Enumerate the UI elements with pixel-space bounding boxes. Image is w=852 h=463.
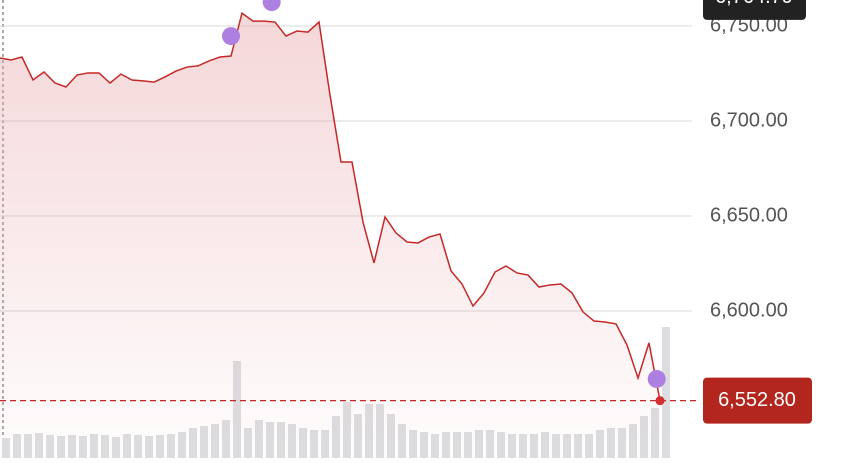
volume-bar bbox=[662, 327, 670, 458]
area bbox=[0, 13, 660, 459]
y-tick-label: 6,700.00 bbox=[710, 109, 788, 131]
last-point bbox=[655, 396, 665, 406]
high-price-label: 6,764.79 bbox=[715, 0, 793, 8]
event-marker bbox=[222, 27, 240, 46]
last-price-label: 6,552.80 bbox=[718, 389, 796, 411]
y-tick-label: 6,600.00 bbox=[710, 299, 788, 321]
high-price-box bbox=[703, 0, 806, 20]
event-marker bbox=[262, 0, 281, 12]
event-marker bbox=[647, 369, 666, 388]
last-price-box bbox=[703, 377, 812, 424]
price-line bbox=[0, 11, 661, 401]
y-tick-label: 6,650.00 bbox=[710, 204, 788, 226]
